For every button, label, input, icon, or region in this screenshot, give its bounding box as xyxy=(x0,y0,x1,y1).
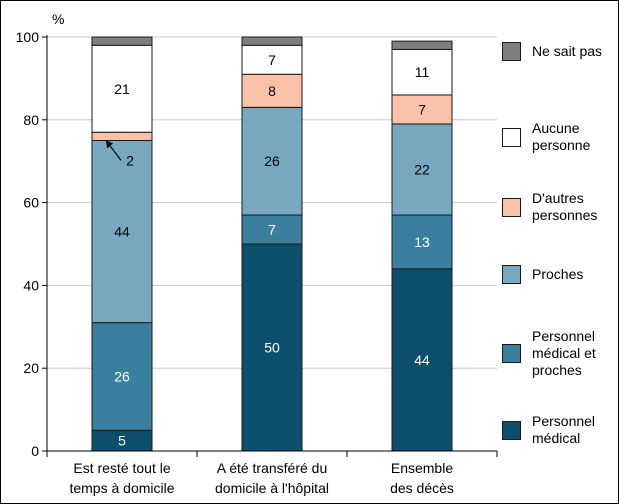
y-tick-label: 20 xyxy=(23,360,39,376)
data-label: 7 xyxy=(268,222,276,238)
data-label: 50 xyxy=(264,340,280,356)
y-tick-label: 80 xyxy=(23,112,39,128)
legend-swatch xyxy=(502,344,521,363)
y-axis-label: % xyxy=(52,11,64,27)
legend-swatch xyxy=(502,265,521,284)
data-label: 13 xyxy=(414,234,430,250)
legend-label: Aucune personne xyxy=(532,120,591,153)
legend-label: Personnel médical xyxy=(532,413,596,446)
data-label: 44 xyxy=(414,352,430,368)
data-label: 5 xyxy=(118,433,126,449)
bar-segment xyxy=(241,214,303,245)
bar-segment xyxy=(241,73,303,108)
data-label: 8 xyxy=(268,83,276,99)
x-tick-label: Est resté tout le temps à domicile xyxy=(69,460,174,496)
legend-swatch xyxy=(502,420,521,440)
data-label: 22 xyxy=(414,161,430,177)
data-labels: 5 26 44 21 50 7 26 8 7 44 13 22 7 11 2 xyxy=(105,52,430,449)
data-label: 11 xyxy=(415,64,430,80)
legend: Ne sait pas Aucune personne D'autres perso… xyxy=(502,0,619,504)
y-tick-label: 0 xyxy=(31,443,39,459)
bar-segment xyxy=(241,243,303,452)
bar-segment xyxy=(391,40,453,50)
bar-segment xyxy=(391,94,453,125)
y-tick-label: 60 xyxy=(23,195,39,211)
data-label: 7 xyxy=(418,101,426,117)
legend-label: Proches xyxy=(532,266,584,282)
bar-segment xyxy=(391,268,453,452)
bar-segment xyxy=(241,36,303,46)
data-label: 7 xyxy=(268,52,276,68)
data-label: 26 xyxy=(264,153,280,169)
legend-swatch xyxy=(502,42,521,61)
bar-segment xyxy=(91,131,153,142)
legend-swatch xyxy=(502,127,521,147)
data-label: 21 xyxy=(114,81,130,97)
data-label: 26 xyxy=(114,368,130,384)
x-tick-label: Ensemble des décès xyxy=(390,460,454,496)
bar-segment xyxy=(391,123,453,216)
y-tick-label: 100 xyxy=(16,29,40,45)
bar-segment xyxy=(91,36,153,46)
axes: 0 20 40 60 80 100% Est resté tout le temps à do… xyxy=(16,11,498,496)
annotation-arrowhead xyxy=(106,140,113,149)
legend-label: Personnel médical et proches xyxy=(532,328,596,378)
legend-label: D'autres personnes xyxy=(532,190,598,223)
bar-segment xyxy=(241,106,303,216)
legend-swatch xyxy=(502,197,521,217)
x-tick-label: A été transféré du domicile à l'hôpital xyxy=(215,460,329,496)
bars xyxy=(91,36,453,452)
legend-label: Ne sait pas xyxy=(532,43,603,59)
data-label: 44 xyxy=(114,224,130,240)
bar-segment xyxy=(91,322,153,431)
bar-segment xyxy=(391,214,453,270)
annotation-label: 2 xyxy=(126,152,134,168)
bar-segment xyxy=(91,44,153,133)
y-tick-label: 40 xyxy=(23,277,39,293)
